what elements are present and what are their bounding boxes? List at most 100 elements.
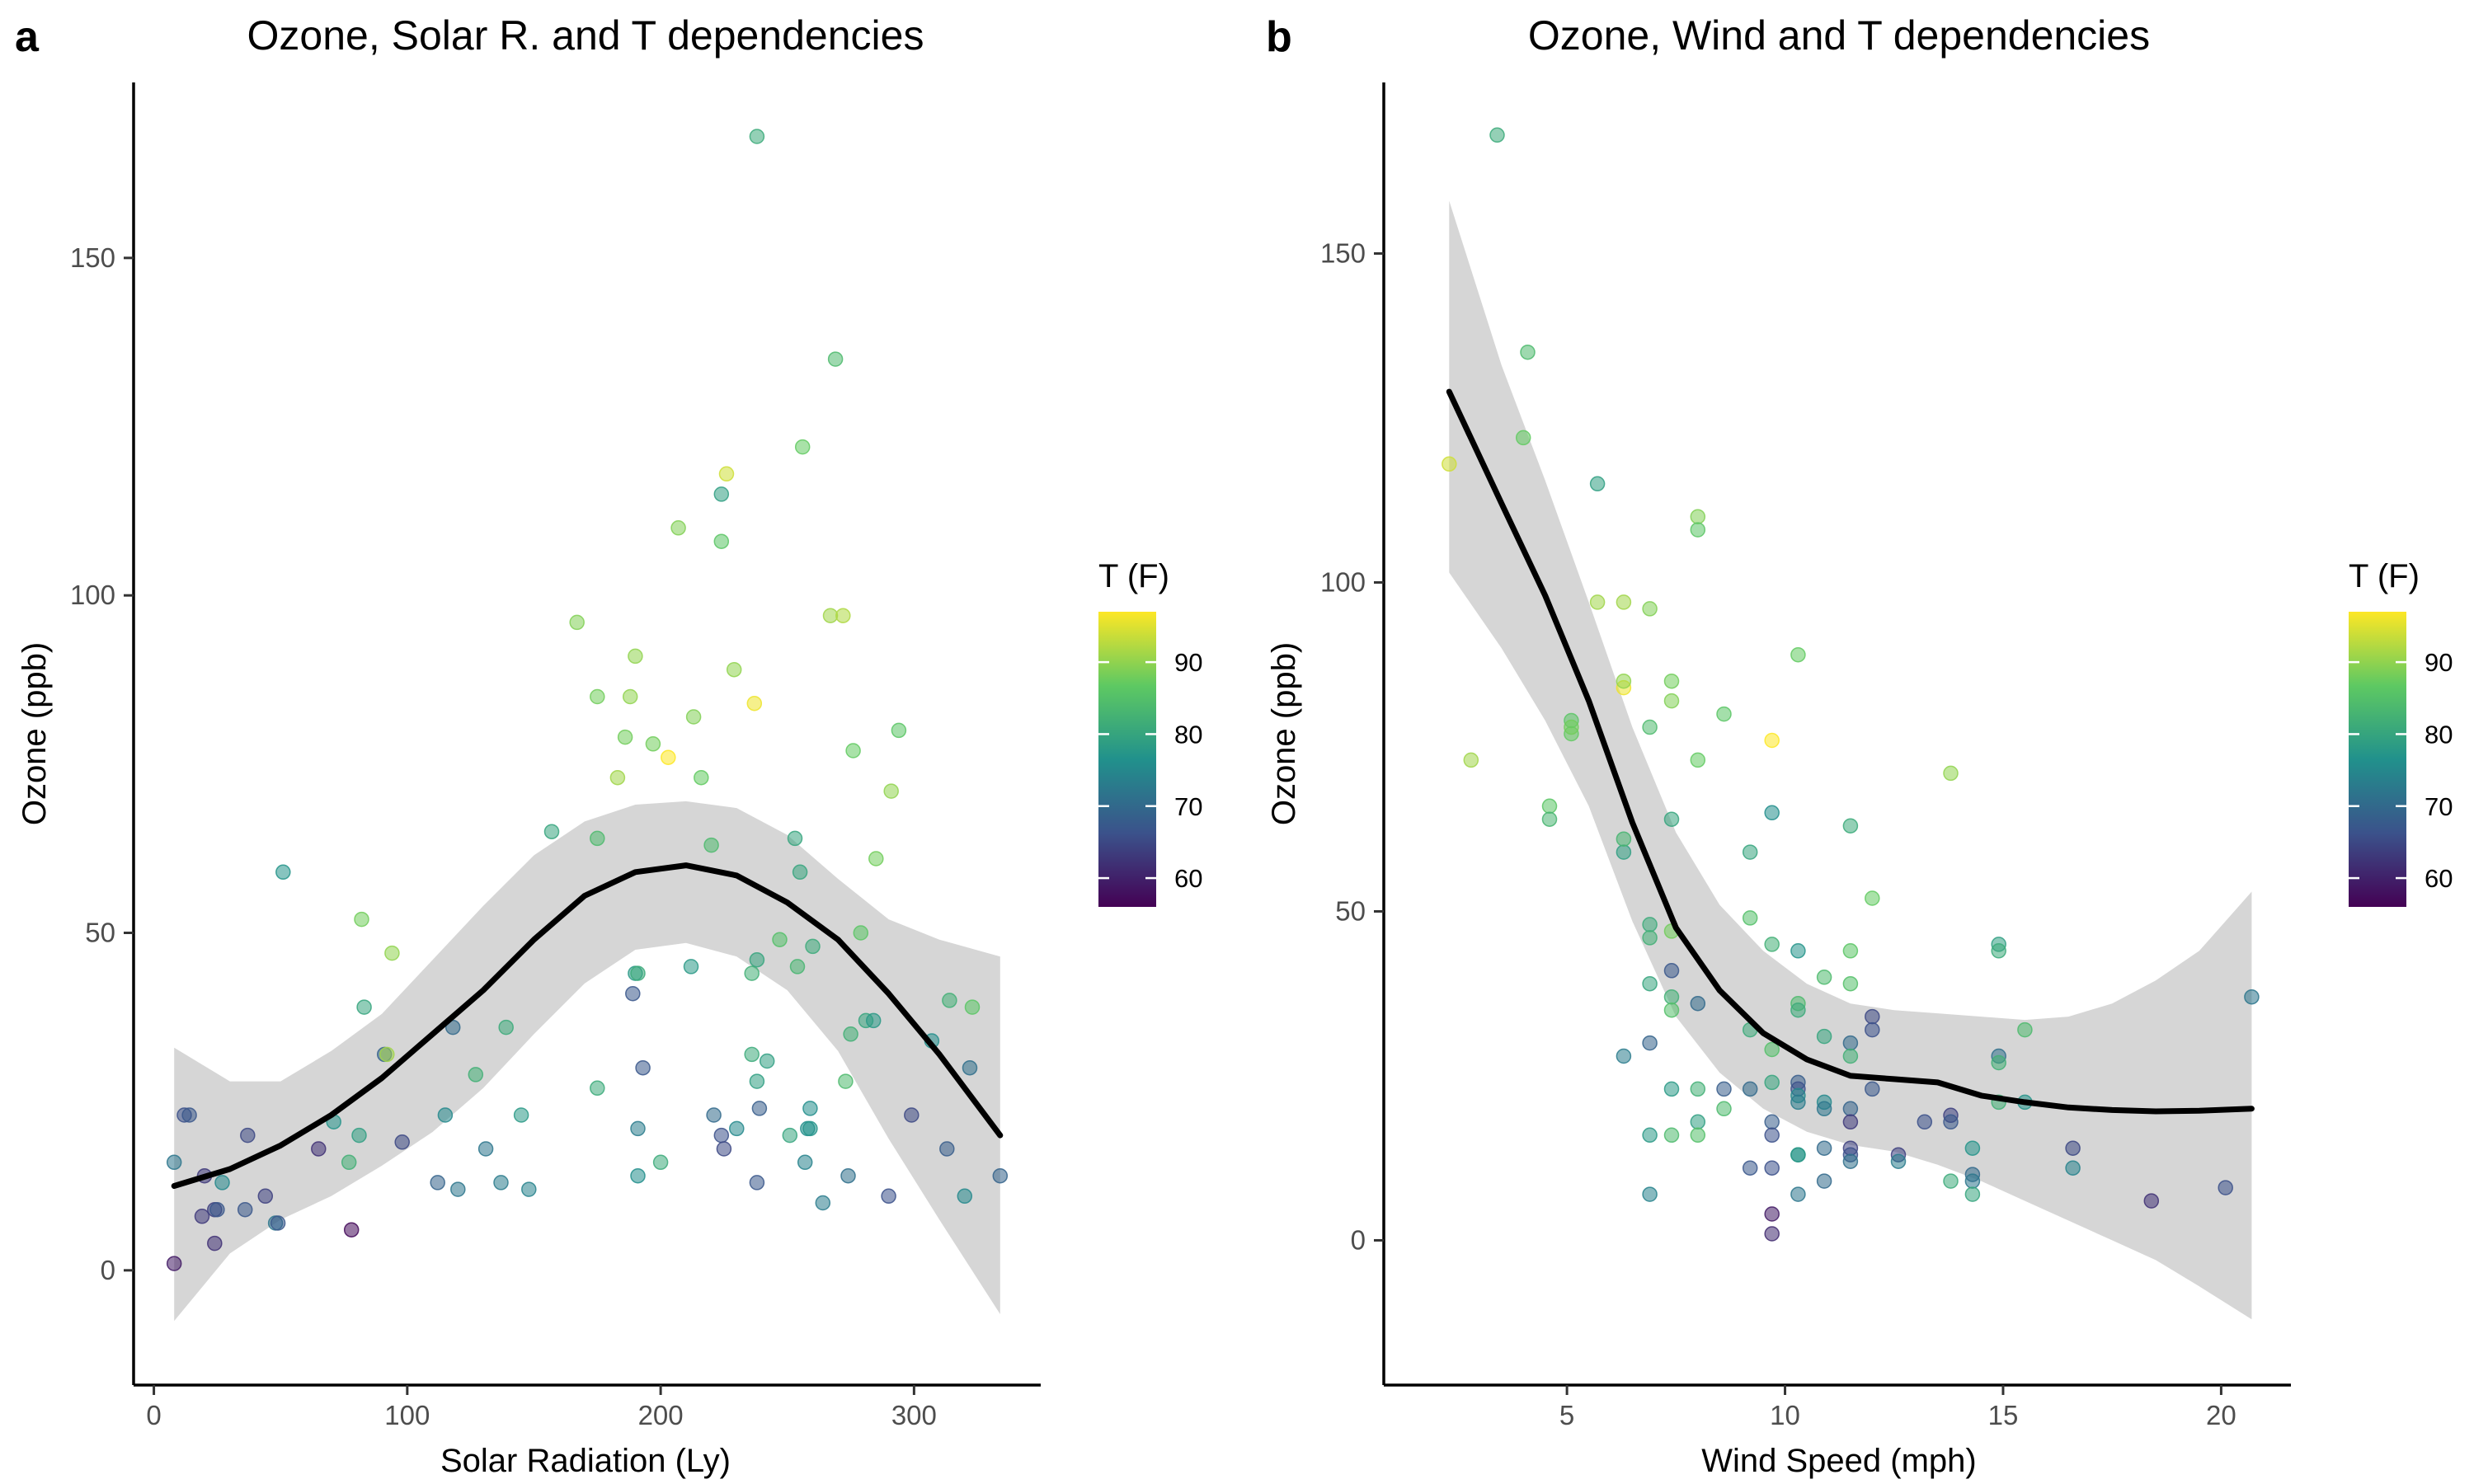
data-point	[1790, 943, 1806, 959]
data-point	[802, 1101, 818, 1116]
data-point	[716, 1141, 732, 1157]
data-point	[1842, 1153, 1859, 1169]
data-point	[1663, 811, 1680, 827]
data-point	[838, 1073, 854, 1089]
y-tick-label: 100	[1320, 566, 1366, 597]
data-point	[1764, 937, 1780, 952]
legend-title: T (F)	[2349, 558, 2420, 594]
legend-tick-label: 90	[2425, 648, 2453, 677]
data-point	[356, 999, 372, 1015]
data-point	[1742, 1160, 1758, 1176]
data-point	[827, 351, 844, 367]
data-point	[782, 1127, 798, 1144]
data-point	[166, 1256, 182, 1271]
confidence-band	[174, 801, 1000, 1322]
data-point	[789, 959, 806, 974]
data-point	[1663, 1081, 1680, 1097]
data-point	[1642, 917, 1658, 932]
data-point	[630, 1120, 646, 1137]
data-point	[962, 1059, 978, 1076]
data-point	[477, 1141, 494, 1157]
data-point	[1890, 1153, 1907, 1169]
x-axis-label: Wind Speed (mph)	[1701, 1443, 1976, 1479]
data-point	[772, 932, 788, 947]
data-point	[713, 486, 730, 502]
data-point	[275, 864, 291, 881]
data-point	[1943, 765, 1959, 782]
data-point	[628, 648, 643, 665]
color-legend: T (F) 60 70 80 90	[2349, 558, 2453, 907]
data-point	[1842, 1101, 1859, 1117]
data-point	[802, 1120, 818, 1137]
data-point	[1616, 1048, 1632, 1064]
x-tick-label: 5	[1559, 1400, 1574, 1430]
data-point	[845, 743, 861, 758]
data-point	[1816, 1173, 1832, 1189]
data-point	[1764, 1114, 1780, 1130]
data-point	[1764, 1160, 1780, 1176]
chart-title: Ozone, Solar R. and T dependencies	[247, 12, 924, 59]
x-tick-label: 20	[2206, 1400, 2236, 1430]
data-point	[746, 695, 763, 711]
data-point	[569, 614, 585, 631]
data-point	[703, 837, 719, 853]
data-point	[1865, 890, 1880, 906]
data-point	[384, 945, 400, 961]
data-point	[1943, 1114, 1959, 1130]
data-point	[1541, 798, 1558, 815]
data-point	[617, 729, 633, 745]
data-point	[1690, 995, 1706, 1012]
legend-title: T (F)	[1098, 558, 1169, 594]
y-tick-label: 150	[70, 242, 115, 273]
data-point	[797, 1154, 813, 1171]
data-point	[2143, 1193, 2160, 1209]
data-point	[1764, 732, 1780, 749]
data-point	[2065, 1140, 2081, 1156]
data-point	[498, 1019, 514, 1036]
data-point	[1442, 456, 1457, 472]
data-point	[1616, 594, 1632, 610]
data-point	[1790, 646, 1806, 663]
legend-tick-label: 80	[2425, 720, 2453, 749]
data-point	[1842, 943, 1859, 959]
data-point	[729, 1120, 745, 1137]
data-point	[1991, 1054, 2006, 1071]
data-point	[1790, 1147, 1806, 1162]
data-point	[1816, 1028, 1832, 1045]
y-tick-label: 150	[1320, 237, 1366, 268]
data-point	[891, 722, 907, 739]
data-point	[904, 1107, 920, 1123]
data-point	[2017, 1021, 2033, 1038]
data-point	[1842, 818, 1859, 834]
data-point	[1964, 1173, 1981, 1189]
legend-tick-label: 80	[1174, 720, 1202, 749]
data-point	[1616, 831, 1632, 847]
data-point	[2065, 1160, 2081, 1176]
data-point	[493, 1175, 509, 1190]
y-axis-label: Ozone (ppb)	[16, 642, 53, 825]
data-point	[1690, 1081, 1706, 1097]
data-point	[635, 1059, 651, 1076]
data-point	[1816, 970, 1832, 985]
data-point	[815, 1195, 831, 1211]
data-point	[713, 533, 730, 549]
panel-a: a Ozone, Solar R. and T dependencies 0 10…	[15, 12, 1202, 1479]
data-point	[1564, 719, 1579, 735]
data-point	[792, 864, 808, 881]
data-point	[1764, 1226, 1780, 1242]
data-point	[1865, 1021, 1880, 1038]
legend-tick-label: 60	[2425, 864, 2453, 893]
data-point	[881, 1188, 896, 1205]
data-point	[379, 1046, 395, 1063]
data-point	[1541, 811, 1558, 827]
data-point	[343, 1222, 360, 1237]
y-tick-label: 50	[1335, 895, 1366, 926]
data-point	[257, 1188, 274, 1205]
data-point	[749, 951, 765, 968]
data-point	[437, 1107, 454, 1123]
data-point	[1943, 1173, 1959, 1189]
data-point	[590, 688, 605, 705]
data-point	[1642, 719, 1658, 735]
data-point	[718, 466, 735, 482]
y-tick-label: 0	[101, 1255, 115, 1285]
